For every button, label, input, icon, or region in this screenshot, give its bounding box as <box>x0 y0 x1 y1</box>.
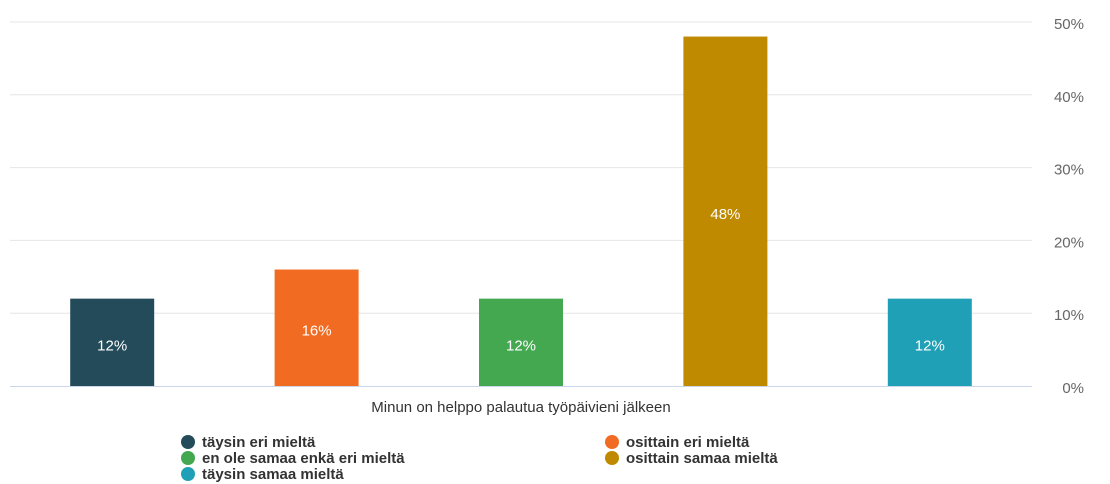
legend-label: täysin samaa mieltä <box>202 466 344 483</box>
y-tick-label: 20% <box>1054 234 1084 251</box>
legend-label: en ole samaa enkä eri mieltä <box>202 450 405 467</box>
y-tick-label: 40% <box>1054 89 1084 106</box>
y-tick-label: 10% <box>1054 307 1084 324</box>
bar <box>479 298 563 386</box>
data-label: 12% <box>506 337 536 354</box>
data-label: 16% <box>302 323 332 340</box>
bar <box>887 298 972 386</box>
legend-marker <box>181 451 195 465</box>
data-label: 48% <box>710 206 740 223</box>
legend-marker <box>181 435 195 449</box>
legend-label: täysin eri mieltä <box>202 434 316 451</box>
legend-label: osittain eri mieltä <box>626 434 750 451</box>
x-tick-label: Minun on helppo palautua työpäivieni jäl… <box>371 399 670 416</box>
y-tick-label: 0% <box>1062 380 1084 397</box>
y-tick-label: 50% <box>1054 16 1084 33</box>
bar <box>683 36 768 387</box>
legend-label: osittain samaa mieltä <box>626 450 778 467</box>
legend-marker <box>181 467 195 481</box>
data-label: 12% <box>97 337 127 354</box>
bar <box>274 269 359 386</box>
data-label: 12% <box>915 337 945 354</box>
legend-marker <box>605 451 619 465</box>
legend-marker <box>605 435 619 449</box>
bar <box>70 298 155 386</box>
y-tick-label: 30% <box>1054 162 1084 179</box>
